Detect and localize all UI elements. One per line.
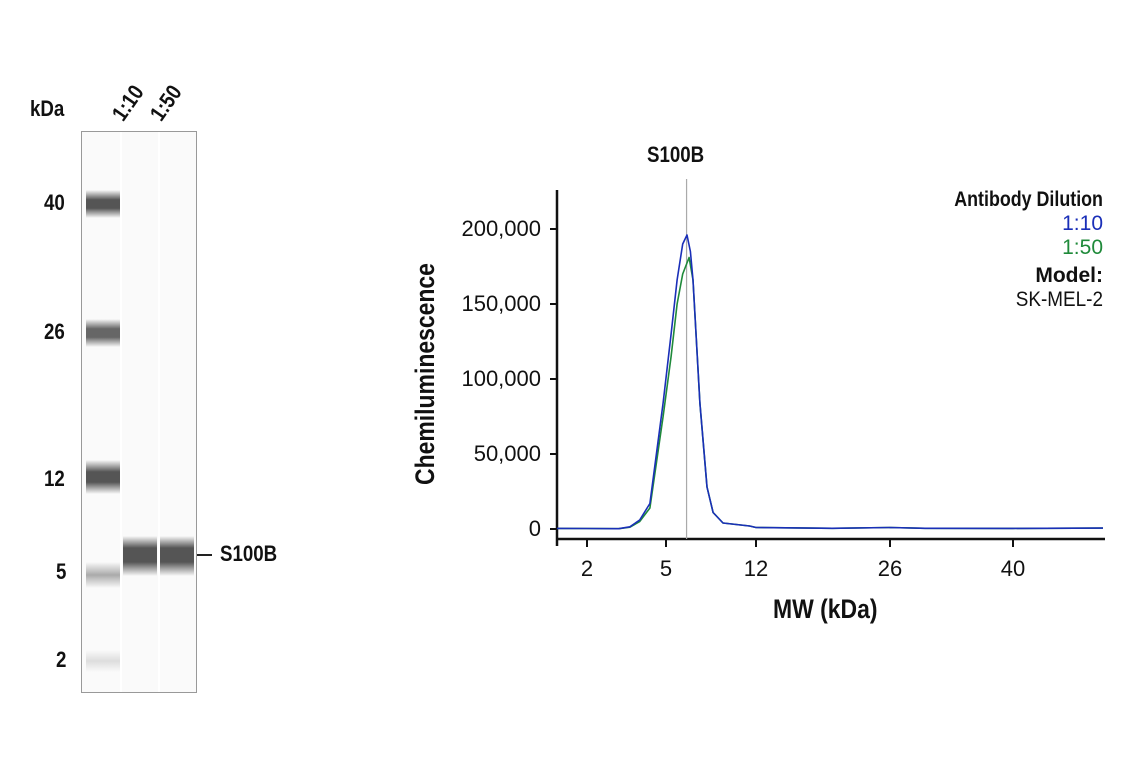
blot-unit-label: kDa <box>30 96 65 121</box>
marker-band-40 <box>86 190 120 218</box>
marker-label-12: 12 <box>44 466 65 491</box>
legend-model-label: Model: <box>1035 264 1103 287</box>
x-tick-label: 40 <box>1000 556 1026 581</box>
chart-title: S100B <box>647 142 705 167</box>
y-axis-label: Chemiluminescence <box>410 263 440 485</box>
y-tick-label: 0 <box>528 516 541 541</box>
y-tick-label: 150,000 <box>461 291 541 316</box>
sample-band-2 <box>160 536 194 576</box>
series-line-1-10 <box>556 234 1104 530</box>
lane-divider <box>158 132 160 692</box>
legend-series-1: 1:10 <box>1062 212 1103 235</box>
y-tick-label: 100,000 <box>461 366 541 391</box>
marker-label-5: 5 <box>56 559 67 584</box>
marker-band-26 <box>86 319 120 347</box>
band-pointer-line <box>197 554 212 556</box>
y-tick-label: 50,000 <box>473 441 541 466</box>
legend: Antibody Dilution 1:10 1:50 Model: SK-ME… <box>928 188 1103 312</box>
marker-label-2: 2 <box>56 647 67 672</box>
x-tick-label: 2 <box>580 556 594 581</box>
legend-title: Antibody Dilution <box>954 188 1103 211</box>
sample-band-1 <box>123 536 157 576</box>
marker-band-5 <box>86 562 120 588</box>
blot-image <box>81 131 197 693</box>
x-tick-label: 5 <box>659 556 673 581</box>
marker-band-12 <box>86 460 120 494</box>
legend-model: SK-MEL-2 <box>1015 288 1103 311</box>
marker-label-26: 26 <box>44 319 65 344</box>
band-label: S100B <box>220 541 278 566</box>
x-tick-label: 26 <box>877 556 903 581</box>
y-tick-label: 200,000 <box>461 216 541 241</box>
x-axis-label: MW (kDa) <box>773 594 878 624</box>
x-tick-label: 12 <box>743 556 769 581</box>
marker-band-2 <box>86 650 120 672</box>
marker-label-40: 40 <box>44 190 65 215</box>
lane-divider <box>120 132 122 692</box>
legend-series-2: 1:50 <box>1062 236 1103 259</box>
